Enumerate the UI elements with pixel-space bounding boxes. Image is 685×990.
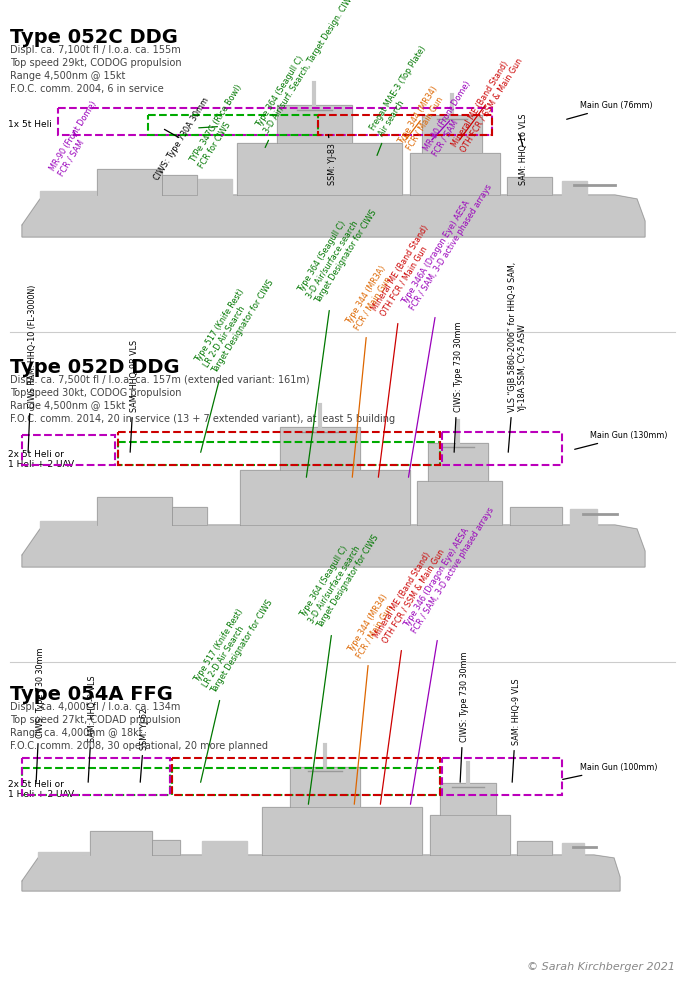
Polygon shape — [417, 481, 502, 525]
Text: Range ca. 4,000nm @ 18kt: Range ca. 4,000nm @ 18kt — [10, 728, 142, 738]
Polygon shape — [202, 841, 247, 855]
Text: TYPe 347G (Rice Bowl)
FCR for CIWS: TYPe 347G (Rice Bowl) FCR for CIWS — [188, 83, 252, 170]
Polygon shape — [237, 143, 402, 195]
Text: CIWS: Type 730 30mm: CIWS: Type 730 30mm — [454, 322, 463, 452]
Polygon shape — [197, 179, 232, 195]
Polygon shape — [428, 443, 488, 481]
Text: Range 4,500nm @ 15kt: Range 4,500nm @ 15kt — [10, 401, 125, 411]
Text: Type 517 (Knife Rest)
LR 2-D Air Search
Target Designator for CIWS: Type 517 (Knife Rest) LR 2-D Air Search … — [193, 267, 276, 452]
Text: Range 4,500nm @ 15kt: Range 4,500nm @ 15kt — [10, 71, 125, 81]
Polygon shape — [430, 815, 510, 855]
Bar — [118, 442, 440, 465]
Polygon shape — [40, 521, 97, 529]
Polygon shape — [422, 115, 482, 153]
Polygon shape — [152, 840, 180, 855]
Text: Main Gun (76mm): Main Gun (76mm) — [566, 101, 653, 119]
Polygon shape — [262, 807, 422, 855]
Polygon shape — [280, 427, 360, 470]
Text: VLS “GJB 5860-2006” for HHQ-9 SAM,
YJ-18A SSM, CY-5 ASW: VLS “GJB 5860-2006” for HHQ-9 SAM, YJ-18… — [508, 262, 527, 452]
Text: SAM: HHQ-9B VLS: SAM: HHQ-9B VLS — [130, 340, 139, 452]
Polygon shape — [517, 841, 552, 855]
Text: © Sarah Kirchberger 2021: © Sarah Kirchberger 2021 — [527, 962, 675, 972]
Text: Displ. ca. 7,100t fl / l.o.a. ca. 155m: Displ. ca. 7,100t fl / l.o.a. ca. 155m — [10, 45, 181, 55]
Bar — [318, 115, 492, 135]
Text: SAM: HHQ-16 VLS: SAM: HHQ-16 VLS — [519, 114, 528, 185]
Text: CIWS: Type 730A 30mm: CIWS: Type 730A 30mm — [152, 96, 210, 182]
Text: SAM: HHQ-9 VLS: SAM: HHQ-9 VLS — [88, 675, 97, 782]
Text: Type 344 (MR3A)
FCR / Main Gun: Type 344 (MR3A) FCR / Main Gun — [344, 264, 396, 477]
Text: F.O.C. comm. 2004, 6 in service: F.O.C. comm. 2004, 6 in service — [10, 84, 164, 94]
Text: Type 052C DDG: Type 052C DDG — [10, 28, 178, 47]
Text: Type 054A FFG: Type 054A FFG — [10, 685, 173, 704]
Text: F.O.C. comm. 2014, 20 in service (13 + 7 extended variant), at least 5 building: F.O.C. comm. 2014, 20 in service (13 + 7… — [10, 414, 395, 424]
Polygon shape — [97, 169, 162, 195]
Text: Top speed 27kt, CODAD propulsion: Top speed 27kt, CODAD propulsion — [10, 715, 181, 725]
Text: CIWS: Type 730 30mm: CIWS: Type 730 30mm — [460, 651, 469, 782]
Polygon shape — [562, 843, 584, 855]
Bar — [172, 768, 440, 795]
Text: 2x 5t Heli or
1 Heli + 2 UAV: 2x 5t Heli or 1 Heli + 2 UAV — [8, 450, 74, 469]
Bar — [118, 432, 440, 465]
Bar — [22, 435, 115, 465]
Text: F.O.C. comm. 2008, 30 operational, 20 more planned: F.O.C. comm. 2008, 30 operational, 20 mo… — [10, 741, 268, 751]
Text: CIWS RAM: HHQ-10 (FL-3000N): CIWS RAM: HHQ-10 (FL-3000N) — [28, 285, 37, 452]
Text: Type 346A (Dragon Eye) AESA
FCR / SAM, 3-D active phased arrays: Type 346A (Dragon Eye) AESA FCR / SAM, 3… — [400, 177, 495, 477]
Polygon shape — [22, 855, 620, 891]
Text: Top speed 30kt, CODOG propulsion: Top speed 30kt, CODOG propulsion — [10, 388, 182, 398]
Text: Top speed 29kt, CODOG propulsion: Top speed 29kt, CODOG propulsion — [10, 58, 182, 68]
Polygon shape — [38, 852, 90, 858]
Text: Type 364 (Seagull C)
3-D Air/surf. Search, Target Design. CIWS: Type 364 (Seagull C) 3-D Air/surf. Searc… — [254, 0, 357, 148]
Text: Main Gun (100mm): Main Gun (100mm) — [562, 763, 658, 779]
Polygon shape — [562, 181, 587, 195]
Bar — [148, 115, 318, 135]
Text: CIWS: Type 730 30mm: CIWS: Type 730 30mm — [36, 647, 45, 782]
Polygon shape — [40, 191, 97, 199]
Polygon shape — [162, 175, 197, 195]
Text: Mineral ME (Band Stand)
OTH FCR / SSM & Main Gun: Mineral ME (Band Stand) OTH FCR / SSM & … — [450, 51, 524, 154]
Polygon shape — [507, 177, 552, 195]
Text: 2x 5t Heli or
1 Heli + 2 UAV: 2x 5t Heli or 1 Heli + 2 UAV — [8, 780, 74, 799]
Text: Type 364 (Seagull C)
3-D Air/surface search
Target Designator for CIWS: Type 364 (Seagull C) 3-D Air/surface sea… — [296, 197, 379, 477]
Text: SAM: HHQ-9 VLS: SAM: HHQ-9 VLS — [512, 678, 521, 782]
Text: Main Gun (130mm): Main Gun (130mm) — [575, 431, 667, 449]
Bar — [22, 758, 170, 795]
Polygon shape — [97, 497, 172, 525]
Text: Mineral ME (Band Stand)
OTH FCR / Main Gun: Mineral ME (Band Stand) OTH FCR / Main G… — [370, 224, 439, 477]
Polygon shape — [22, 525, 645, 567]
Polygon shape — [410, 153, 500, 195]
Text: Fregat MAE-3 (Top Plate)
Air search: Fregat MAE-3 (Top Plate) Air search — [368, 45, 436, 155]
Polygon shape — [290, 767, 360, 807]
Polygon shape — [90, 831, 152, 855]
Polygon shape — [240, 470, 410, 525]
Bar — [22, 768, 170, 795]
Polygon shape — [277, 105, 352, 143]
Polygon shape — [22, 195, 645, 237]
Text: 1x 5t Heli: 1x 5t Heli — [8, 120, 52, 129]
Polygon shape — [510, 507, 562, 525]
Text: Type 364 (Seagull C)
3-D Air/surface search
Target Designator for CIWS: Type 364 (Seagull C) 3-D Air/surface sea… — [298, 522, 381, 804]
Text: Type 346 (Dragon Eye) AESA
FCR / SAM, 3-D active phased arrays: Type 346 (Dragon Eye) AESA FCR / SAM, 3-… — [402, 500, 497, 804]
Text: SSM: YJ-83: SSM: YJ-83 — [328, 135, 337, 185]
Text: Displ. ca. 4,000t fl / l.o.a. ca. 134m: Displ. ca. 4,000t fl / l.o.a. ca. 134m — [10, 702, 180, 712]
Bar — [172, 758, 440, 795]
Text: Type 517 (Knife Rest)
LR 2-D Air Search
Target Designator for CIWS: Type 517 (Knife Rest) LR 2-D Air Search … — [192, 587, 275, 782]
Polygon shape — [440, 783, 496, 815]
Bar — [442, 432, 562, 465]
Polygon shape — [172, 507, 207, 525]
Polygon shape — [570, 509, 597, 525]
Text: Displ. ca. 7,500t fl / l.o.a. ca. 157m (extended variant: 161m): Displ. ca. 7,500t fl / l.o.a. ca. 157m (… — [10, 375, 310, 385]
Text: SSM: YJ-62: SSM: YJ-62 — [140, 708, 149, 782]
Bar — [58, 108, 492, 135]
Text: MR-90 (Front Dome)
FCR / SAM: MR-90 (Front Dome) FCR / SAM — [422, 79, 481, 158]
Text: Type 344 (MR34)
FCR / Main Gun: Type 344 (MR34) FCR / Main Gun — [396, 85, 448, 152]
Text: Type 052D DDG: Type 052D DDG — [10, 358, 179, 377]
Text: Mineral ME (Band Stand)
OTH FCR / SSM & Main Gun: Mineral ME (Band Stand) OTH FCR / SSM & … — [372, 543, 447, 804]
Text: MR-90 (Front Dome)
FCR / SAM: MR-90 (Front Dome) FCR / SAM — [48, 99, 107, 178]
Text: Type 344 (MR34)
FCR / Main Gun: Type 344 (MR34) FCR / Main Gun — [346, 593, 398, 804]
Bar — [442, 758, 562, 795]
